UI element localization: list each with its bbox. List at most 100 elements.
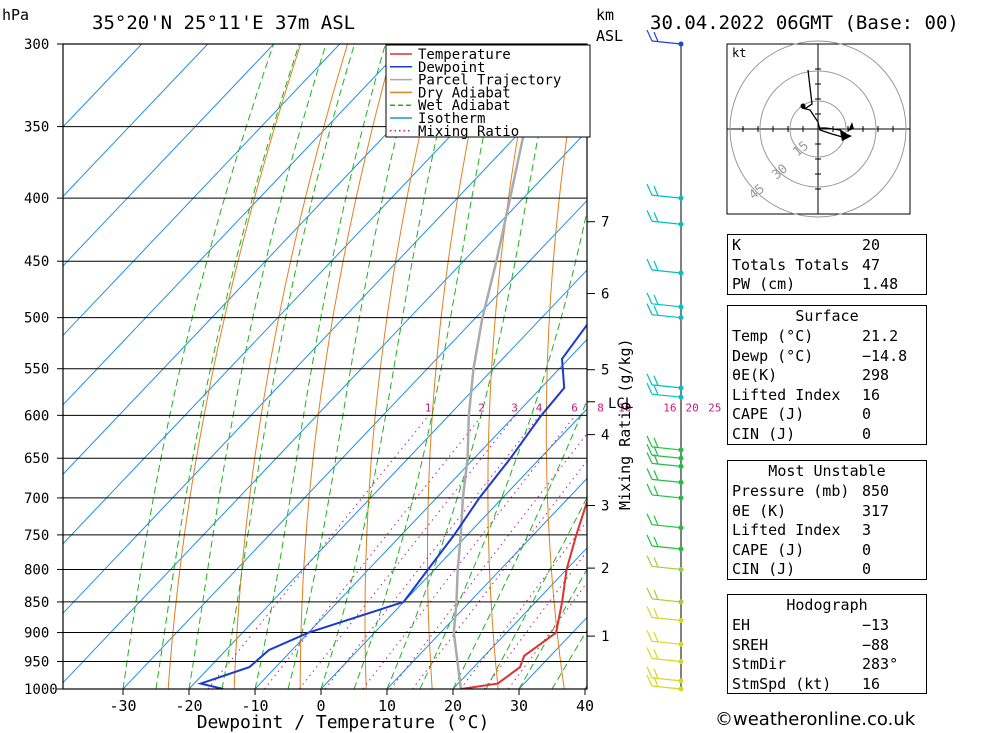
wind-barb xyxy=(646,534,682,550)
pressure-tick-label: 1000 xyxy=(24,682,58,698)
wind-barb-flag xyxy=(653,384,659,396)
dry-adiabat-line xyxy=(299,44,395,689)
wind-barb-shaft xyxy=(651,657,682,663)
pressure-tick-label: 850 xyxy=(24,595,49,611)
km-tick-label: 6 xyxy=(601,287,609,303)
profiles xyxy=(197,44,587,689)
wind-barb xyxy=(646,468,682,483)
lcl-label: LCL xyxy=(608,396,633,412)
credit-link[interactable]: ©weatheronline.co.uk xyxy=(715,709,916,730)
row-label: θE(K) xyxy=(732,366,778,385)
wind-barb-flag xyxy=(646,258,653,271)
wind-barb-flag xyxy=(646,29,653,42)
surface-section: Surface Temp (°C) 21.2 Dewp (°C) −14.8 θE(K)… xyxy=(727,305,927,445)
wind-barb-flag xyxy=(653,31,659,42)
most-unstable-table: Most Unstable Pressure (mb) 850 θE (K) 317 L… xyxy=(727,460,927,580)
hodograph-ring-15 xyxy=(789,100,847,158)
wind-barb-shaft xyxy=(651,685,682,690)
row-value: −13 xyxy=(862,616,890,634)
wind-barb-shaft xyxy=(651,616,682,622)
location-title: 35°20'N 25°11'E 37m ASL xyxy=(92,12,355,34)
km-tick-label: 5 xyxy=(601,363,609,379)
mixing-ratio-label: 3 xyxy=(511,401,518,414)
temp-tick-label: 40 xyxy=(576,697,594,715)
table-row: StmSpd (kt) 16 xyxy=(728,674,926,694)
wind-barb xyxy=(646,210,682,225)
mixing-ratio-label: 1 xyxy=(425,401,432,414)
axes: 3003504004505005506006507007508008509009… xyxy=(24,37,594,733)
pressure-tick-label: 550 xyxy=(24,362,49,378)
temp-tick-label: 30 xyxy=(510,697,528,715)
pressure-tick-label: 900 xyxy=(24,626,49,642)
row-value: 0 xyxy=(862,540,872,559)
row-value: 850 xyxy=(862,482,890,500)
plot-frame xyxy=(62,43,588,690)
row-label: CIN (J) xyxy=(732,424,796,443)
legend-label: Dry Adiabat xyxy=(418,85,511,101)
km-tick-label: 3 xyxy=(601,499,609,515)
row-label: Totals Totals xyxy=(732,255,850,274)
wind-barb-shaft xyxy=(651,598,682,603)
legend-label: Dewpoint xyxy=(418,60,485,76)
dry-adiabat-line xyxy=(364,44,442,689)
row-label: CAPE (J) xyxy=(732,405,805,424)
parcel-trajectory-line xyxy=(452,44,553,689)
table-row: CIN (J) 0 xyxy=(728,559,926,579)
wind-barb-flag xyxy=(653,375,659,386)
temp-tick-label: -30 xyxy=(109,697,136,715)
wind-barb xyxy=(646,258,682,274)
wind-barb-flag xyxy=(646,452,653,464)
table-row: Pressure (mb) 850 xyxy=(728,481,926,501)
wind-barb-flag xyxy=(653,445,659,457)
most-unstable-title: Most Unstable xyxy=(768,462,886,480)
hodograph-ring-30 xyxy=(759,70,877,188)
wind-barb xyxy=(646,443,682,459)
row-label: Pressure (mb) xyxy=(732,482,850,500)
temp-tick-label: 20 xyxy=(444,697,462,715)
hodograph-ticks xyxy=(742,68,894,190)
indices-table: K 20 Totals Totals 47 PW (cm) 1.48 xyxy=(727,234,927,295)
wind-barb-shaft xyxy=(651,565,682,571)
wind-barb-flag xyxy=(653,437,659,448)
wind-barb xyxy=(646,647,682,663)
dry-adiabat-line xyxy=(956,26,1000,715)
isotherm-line xyxy=(63,60,587,614)
temp-tick-label: -10 xyxy=(241,697,268,715)
row-value: 16 xyxy=(862,385,881,404)
temperature-line xyxy=(460,498,587,689)
isotherm-line xyxy=(63,44,539,545)
hodograph-point xyxy=(800,103,806,109)
km-tick-label: 1 xyxy=(601,629,609,645)
wind-barb-flag xyxy=(646,534,653,547)
mixing-ratio-line xyxy=(362,414,576,689)
row-label: CAPE (J) xyxy=(732,540,805,559)
isotherm-line xyxy=(452,547,587,689)
wind-barb xyxy=(646,666,682,682)
wind-barb-flag xyxy=(653,632,659,643)
pressure-tick-label: 800 xyxy=(24,562,49,578)
storm-motion-arrow xyxy=(840,131,852,141)
wind-barb-flag xyxy=(646,630,653,642)
row-label: Lifted Index xyxy=(732,385,841,404)
background-lines xyxy=(63,26,1000,715)
table-row: K 20 xyxy=(728,235,926,255)
wind-barb-shaft xyxy=(651,677,682,682)
temp-tick-label: -20 xyxy=(175,697,202,715)
hodograph-section: Hodograph EH −13 SREH −88 StmDir 283° StmSpd (… xyxy=(727,594,927,695)
row-value: 3 xyxy=(862,521,872,540)
surface-title: Surface xyxy=(795,307,859,325)
table-row: Lifted Index 3 xyxy=(728,520,926,540)
temp-tick-label: 10 xyxy=(378,697,396,715)
hodograph: kt 15 30 45 xyxy=(726,40,911,218)
dewpoint-line xyxy=(197,323,587,689)
wind-barb-shaft xyxy=(651,303,682,308)
wind-barb-flag xyxy=(653,294,659,305)
row-label: Lifted Index xyxy=(732,521,841,540)
wind-barb-flag xyxy=(653,668,659,679)
wind-barb-flag xyxy=(646,468,653,480)
wind-barb-flag xyxy=(653,536,659,547)
wind-barb xyxy=(646,606,682,622)
row-label: StmDir xyxy=(732,655,787,674)
isotherm-line xyxy=(63,44,143,128)
